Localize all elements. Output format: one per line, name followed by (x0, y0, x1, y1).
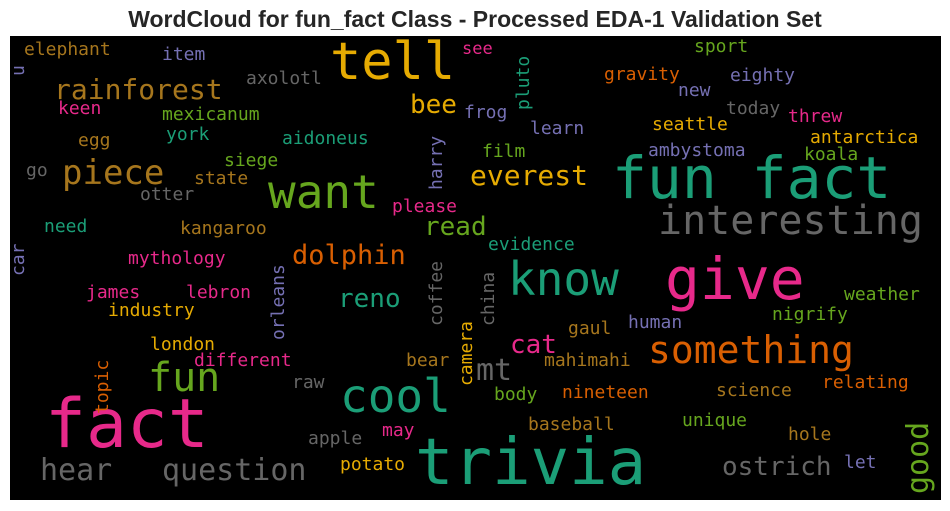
word: ambystoma (648, 140, 746, 161)
word: antarctica (810, 127, 919, 148)
word: good (901, 421, 936, 494)
word: egg (78, 130, 111, 151)
word: nigrify (772, 304, 848, 325)
word: rainforest (54, 73, 223, 106)
word: raw (292, 372, 325, 393)
word: trivia (415, 426, 647, 500)
word: tell (330, 36, 456, 92)
word: let (844, 452, 877, 473)
word: lebron (186, 282, 252, 303)
word: james (86, 282, 141, 303)
word: china (478, 271, 499, 326)
word: bee (410, 90, 457, 120)
word: different (194, 350, 292, 371)
word: weather (844, 284, 920, 305)
word: coffee (426, 260, 447, 326)
word: go (26, 160, 48, 181)
word: orleans (268, 264, 289, 340)
word: give (665, 245, 805, 313)
word: ostrich (722, 452, 832, 482)
word: harry (426, 135, 447, 190)
word: mahimahi (544, 350, 631, 371)
word: mythology (128, 248, 226, 269)
word: hole (788, 424, 832, 445)
word: cool (340, 369, 451, 423)
word: nineteen (562, 382, 649, 403)
word: read (424, 212, 487, 242)
word: human (628, 312, 683, 333)
word: bear (406, 350, 450, 371)
word: koala (804, 144, 859, 165)
word: fun (148, 355, 221, 401)
word: apple (308, 428, 363, 449)
word: reno (338, 284, 401, 314)
word: unique (682, 410, 748, 431)
word: body (494, 384, 538, 405)
word: everest (470, 159, 589, 192)
word: mt (476, 353, 513, 388)
word: new (678, 80, 711, 101)
word: state (194, 168, 249, 189)
word: science (716, 380, 792, 401)
word: question (162, 453, 307, 488)
chart-title: WordCloud for fun_fact Class - Processed… (128, 6, 822, 32)
word: relating (822, 372, 909, 393)
word: u (10, 65, 29, 76)
word: sport (694, 36, 749, 57)
word: siege (224, 150, 279, 171)
word: eighty (730, 65, 796, 86)
word: otter (140, 184, 195, 205)
word: gaul (568, 318, 612, 339)
word: potato (340, 454, 406, 475)
word: keen (58, 98, 102, 119)
word: aidoneus (282, 128, 369, 149)
word: york (166, 124, 210, 145)
word: today (726, 98, 781, 119)
word: camera (456, 320, 477, 386)
word: cat (510, 330, 557, 360)
word: see (462, 39, 493, 59)
word: frog (464, 102, 508, 123)
wordcloud-canvas: fact trivia fun fact give tell want know… (10, 36, 941, 500)
word: want (268, 165, 379, 219)
word: may (382, 420, 415, 441)
word: film (482, 141, 526, 162)
word: seattle (652, 114, 728, 135)
word: baseball (528, 414, 615, 435)
word: fun fact (612, 144, 892, 212)
word: something (648, 328, 854, 372)
word: threw (788, 106, 843, 127)
word: need (44, 216, 88, 237)
word: gravity (604, 64, 680, 85)
word: pluto (513, 55, 534, 110)
word: dolphin (292, 240, 406, 271)
word: hear (40, 453, 113, 488)
word: piece (62, 153, 165, 193)
word: industry (108, 300, 195, 321)
word: axolotl (246, 68, 322, 89)
word: know (508, 252, 619, 306)
word: item (162, 44, 206, 65)
word: car (10, 243, 29, 276)
word: please (392, 196, 458, 217)
word: evidence (488, 234, 575, 255)
word: elephant (24, 39, 111, 60)
word: learn (530, 118, 585, 139)
word: london (150, 334, 216, 355)
word: kangaroo (180, 218, 267, 239)
word: mexicanum (162, 104, 260, 125)
word: topic (92, 359, 113, 414)
word: interesting (658, 198, 923, 244)
word: fact (45, 385, 209, 464)
